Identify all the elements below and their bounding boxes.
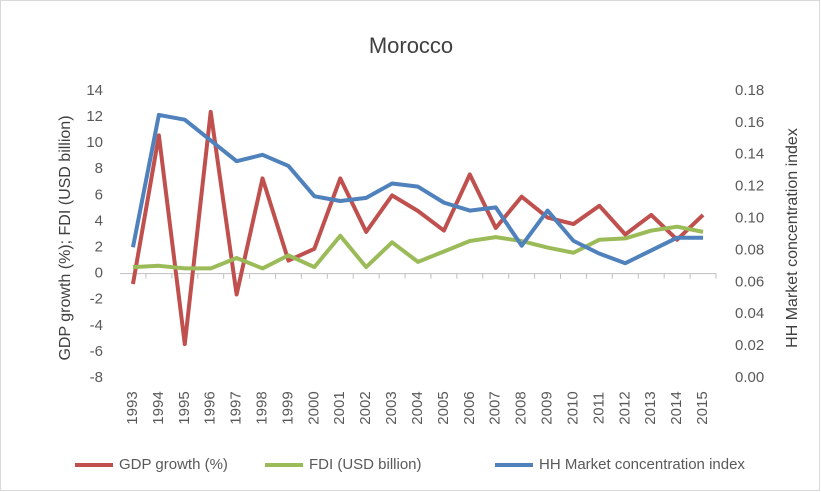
- y2-tick-label: 0.02: [735, 337, 764, 354]
- series-line: [130, 109, 705, 347]
- y-tick-label: 10: [86, 134, 103, 151]
- y2-tick-label: 0.08: [735, 241, 764, 258]
- x-tick-label: 1994: [150, 391, 167, 424]
- y2-tick-label: 0.16: [735, 114, 764, 131]
- x-tick-label: 2001: [331, 391, 348, 424]
- legend-label: FDI (USD billion): [309, 456, 422, 473]
- y2-tick-label: 0.14: [735, 146, 764, 163]
- y-axis-title: GDP growth (%); FDI (USD billion): [57, 115, 74, 360]
- y2-tick-label: 0.12: [735, 178, 764, 195]
- legend-label: HH Market concentration index: [539, 456, 745, 473]
- y2-tick-label: 0.10: [735, 210, 764, 227]
- series-line: [130, 112, 704, 266]
- y-tick-label: 12: [86, 108, 103, 125]
- x-tick-label: 2010: [564, 391, 581, 424]
- y-tick-label: -2: [90, 291, 103, 308]
- x-tick-label: 2013: [642, 391, 659, 424]
- y2-tick-label: 0.06: [735, 273, 764, 290]
- x-tick-label: 2000: [305, 391, 322, 424]
- x-tick-label: 2004: [409, 391, 426, 424]
- y-tick-label: -8: [90, 369, 103, 386]
- x-tick-label: 2003: [383, 391, 400, 424]
- y-tick-label: 8: [95, 160, 103, 177]
- y-tick-label: 14: [86, 82, 103, 99]
- x-tick-label: 2012: [616, 391, 633, 424]
- x-tick-label: 2005: [435, 391, 452, 424]
- x-tick-label: 2009: [539, 391, 556, 424]
- x-tick-label: 2015: [694, 391, 711, 424]
- y2-tick-label: 0.18: [735, 82, 764, 99]
- y2-tick-label: 0.00: [735, 369, 764, 386]
- chart-title: Morocco: [369, 33, 453, 58]
- y-tick-label: -6: [90, 343, 103, 360]
- x-tick-label: 1997: [228, 391, 245, 424]
- y-tick-label: 4: [95, 212, 103, 229]
- y-tick-label: 0: [95, 265, 103, 282]
- y2-tick-label: 0.04: [735, 305, 764, 322]
- y-tick-label: 2: [95, 239, 103, 256]
- series-line: [132, 224, 704, 271]
- x-tick-label: 1999: [279, 391, 296, 424]
- x-tick-label: 2011: [590, 392, 607, 424]
- x-tick-label: 2002: [357, 391, 374, 424]
- x-tick-label: 1993: [124, 391, 141, 424]
- x-tick-label: 1996: [202, 391, 219, 424]
- x-tick-label: 1995: [176, 391, 193, 424]
- y2-axis-title: HH Market concentration index: [784, 128, 801, 348]
- x-tick-label: 2007: [487, 391, 504, 424]
- y-tick-label: 6: [95, 186, 103, 203]
- x-tick-label: 2008: [513, 391, 530, 424]
- x-tick-label: 1998: [253, 391, 270, 424]
- legend-label: GDP growth (%): [119, 456, 228, 473]
- y-tick-label: -4: [90, 317, 103, 334]
- x-tick-label: 2014: [668, 391, 685, 424]
- x-tick-label: 2006: [461, 391, 478, 424]
